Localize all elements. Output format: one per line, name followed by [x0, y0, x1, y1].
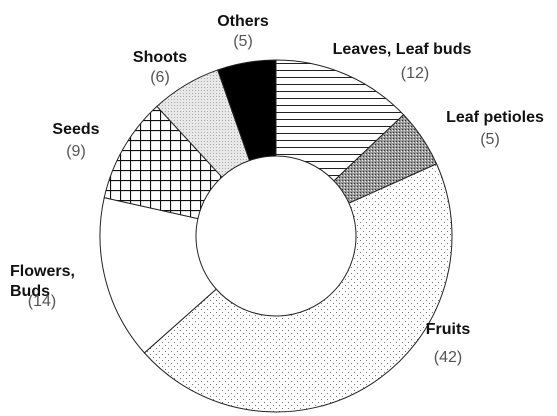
slice-label: Seeds: [52, 121, 100, 138]
donut-slice: [143, 163, 453, 413]
value-label: (5): [480, 131, 500, 148]
slice-label: Leaf petioles: [446, 109, 544, 126]
donut-slice: [217, 59, 277, 162]
value-label: (12): [400, 65, 430, 82]
value-label: (9): [66, 143, 86, 160]
value-label: (6): [150, 69, 170, 86]
donut-slice: [99, 197, 217, 354]
slice-label: Flowers, Buds: [10, 263, 75, 300]
value-label: (14): [27, 293, 57, 310]
value-label: (5): [233, 33, 253, 50]
slice-label: Leaves, Leaf buds: [332, 41, 472, 58]
slice-label: Others: [217, 13, 269, 30]
slice-label: Fruits: [425, 321, 471, 338]
value-label: (42): [433, 349, 463, 366]
slice-label: Shoots: [132, 49, 188, 66]
